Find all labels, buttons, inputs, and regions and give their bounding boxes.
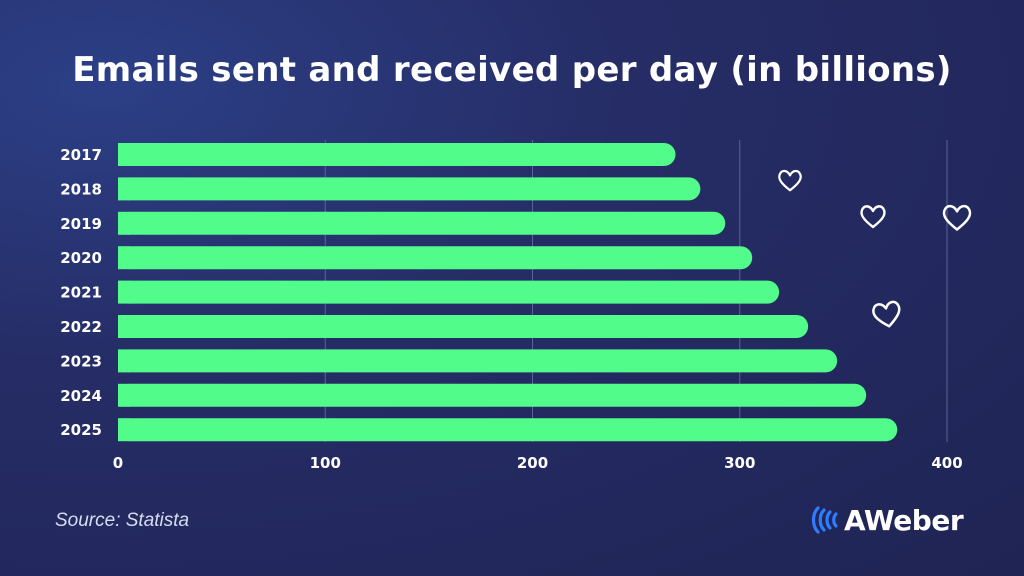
bar-2017 xyxy=(118,143,676,166)
bar-base xyxy=(118,383,130,407)
aweber-wave-icon xyxy=(811,506,838,534)
category-label: 2017 xyxy=(60,146,102,164)
bar-2020 xyxy=(118,246,753,270)
category-label: 2021 xyxy=(60,284,102,302)
bar-base xyxy=(118,177,130,201)
x-tick-label: 100 xyxy=(310,454,341,472)
bar-base xyxy=(118,211,130,235)
bar-2025 xyxy=(118,418,898,442)
x-tick-label: 200 xyxy=(517,454,548,472)
bar-2018 xyxy=(118,177,701,201)
category-label: 2025 xyxy=(60,421,102,439)
bar-base xyxy=(118,315,130,338)
category-labels: 2017 2018 2019 2020 2021 2022 2023 2024 2025 xyxy=(60,146,102,439)
heart-icon xyxy=(778,169,802,192)
x-tick-label: 0 xyxy=(113,454,123,472)
bar-2019 xyxy=(118,211,726,235)
bar-base xyxy=(118,418,130,442)
bar-base xyxy=(118,349,130,373)
category-label: 2018 xyxy=(60,180,102,198)
category-label: 2024 xyxy=(60,387,102,405)
bar-base xyxy=(118,143,130,166)
bar-2024 xyxy=(118,383,867,407)
brand-logo[interactable]: AWeber xyxy=(808,500,978,540)
heart-icon xyxy=(860,205,886,229)
heart-icon xyxy=(942,204,972,231)
bar-2023 xyxy=(118,349,838,373)
bar-2021 xyxy=(118,280,780,304)
bar-base xyxy=(118,280,130,304)
brand-name: AWeber xyxy=(844,503,964,537)
category-label: 2020 xyxy=(60,249,102,267)
category-label: 2023 xyxy=(60,352,102,370)
category-label: 2019 xyxy=(60,215,102,233)
chart-title: Emails sent and received per day (in bil… xyxy=(72,50,952,90)
x-tick-labels: 0 100 200 300 400 xyxy=(113,454,963,472)
bar-base xyxy=(118,246,130,270)
x-tick-label: 400 xyxy=(931,454,962,472)
x-tick-label: 300 xyxy=(724,454,755,472)
bar-2022 xyxy=(118,315,809,338)
source-note: Source: Statista xyxy=(55,510,190,531)
bars xyxy=(118,143,898,442)
heart-icon xyxy=(872,300,901,328)
category-label: 2022 xyxy=(60,318,102,336)
